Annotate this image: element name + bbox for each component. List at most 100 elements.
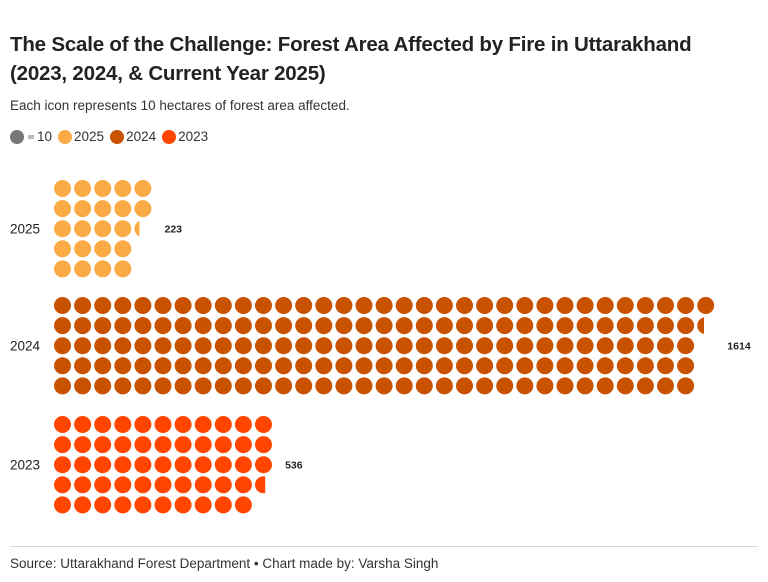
legend-swatch-2024-icon xyxy=(110,129,125,144)
icon-2024 xyxy=(355,377,373,395)
icon-2024 xyxy=(134,297,152,314)
icon-2024 xyxy=(74,317,92,335)
icon-2024 xyxy=(54,377,71,395)
icon-2024 xyxy=(54,357,71,375)
icon-2024 xyxy=(375,317,393,335)
icon-2023 xyxy=(94,456,112,474)
icon-2024 xyxy=(516,357,534,375)
icon-2024 xyxy=(435,357,453,375)
icon-2023 xyxy=(134,416,152,433)
icon-2024 xyxy=(556,357,574,375)
icon-2024 xyxy=(94,297,112,314)
legend-unit-circle-icon xyxy=(10,129,24,144)
icon-2024 xyxy=(214,357,232,375)
icon-2024 xyxy=(154,317,172,335)
icon-2024 xyxy=(335,317,353,335)
icon-2024 xyxy=(275,337,293,355)
icon-2024 xyxy=(234,337,252,355)
icon-2023 xyxy=(114,476,132,494)
icon-2023 xyxy=(94,416,112,433)
icon-2024 xyxy=(335,297,353,314)
icon-2025 xyxy=(54,200,71,218)
icon-2024 xyxy=(476,377,494,395)
icon-2024 xyxy=(496,297,514,314)
icon-2023 xyxy=(74,416,92,433)
icon-2024 xyxy=(435,317,453,335)
icon-2024 xyxy=(636,337,654,355)
icon-2024 xyxy=(335,377,353,395)
icon-2024 xyxy=(194,377,212,395)
icon-2024 xyxy=(576,337,594,355)
icon-2024 xyxy=(677,357,695,375)
legend-swatch-2023-icon xyxy=(162,129,177,144)
icon-2024 xyxy=(456,377,473,395)
icon-2024 xyxy=(596,357,614,375)
partial-icon-2025 xyxy=(134,220,140,237)
icon-2025 xyxy=(114,220,132,238)
icon-2025 xyxy=(54,260,71,278)
icon-2023 xyxy=(214,476,232,494)
icon-2024 xyxy=(496,337,514,355)
icon-2024 xyxy=(355,337,373,355)
icon-2025 xyxy=(54,240,71,258)
icon-2025 xyxy=(114,200,132,218)
icon-2024 xyxy=(616,377,634,395)
icon-2024 xyxy=(74,337,92,355)
icon-2024 xyxy=(255,377,272,395)
icon-2024 xyxy=(134,377,152,395)
icon-2025 xyxy=(94,220,112,238)
icon-2024 xyxy=(476,357,494,375)
icon-2024 xyxy=(415,297,433,314)
icon-2024 xyxy=(295,317,313,335)
icon-2024 xyxy=(214,317,232,335)
icon-2023 xyxy=(194,456,212,474)
partial-icon-2023 xyxy=(255,476,266,494)
legend-item-2024: 2024 xyxy=(110,129,156,144)
icon-2025 xyxy=(114,240,132,258)
icon-2024 xyxy=(456,297,473,314)
icon-2024 xyxy=(596,337,614,355)
icon-2023 xyxy=(134,436,152,454)
icon-2023 xyxy=(74,436,92,454)
icon-2024 xyxy=(355,317,373,335)
icon-2024 xyxy=(234,377,252,395)
icon-2024 xyxy=(134,317,152,335)
icon-2024 xyxy=(636,357,654,375)
icon-2024 xyxy=(315,377,333,395)
icon-2023 xyxy=(174,496,192,514)
icon-2024 xyxy=(214,337,232,355)
icon-2024 xyxy=(275,317,293,335)
icon-2024 xyxy=(536,317,554,335)
icon-2024 xyxy=(154,337,172,355)
icon-2023 xyxy=(214,456,232,474)
icon-2024 xyxy=(415,377,433,395)
group-2025 xyxy=(54,180,152,278)
icon-2023 xyxy=(154,416,172,433)
icon-2024 xyxy=(657,317,674,335)
icon-2023 xyxy=(214,416,232,433)
source-note: Source: Uttarakhand Forest Department • … xyxy=(10,556,439,571)
icon-2024 xyxy=(234,317,252,335)
icon-2024 xyxy=(194,337,212,355)
icon-2023 xyxy=(234,476,252,494)
chart-subtitle: Each icon represents 10 hectares of fore… xyxy=(10,98,350,113)
icon-2024 xyxy=(295,357,313,375)
icon-2024 xyxy=(54,317,71,335)
icon-2023 xyxy=(214,496,232,514)
icon-2023 xyxy=(114,496,132,514)
icon-2024 xyxy=(616,337,634,355)
icon-2025 xyxy=(74,240,92,258)
icon-2023 xyxy=(234,436,252,454)
icon-2024 xyxy=(255,297,272,314)
icon-2024 xyxy=(616,297,634,314)
icon-2023 xyxy=(174,436,192,454)
icon-2024 xyxy=(435,377,453,395)
icon-2024 xyxy=(415,317,433,335)
icon-2024 xyxy=(576,297,594,314)
icon-2024 xyxy=(636,317,654,335)
icon-2024 xyxy=(375,297,393,314)
icon-2024 xyxy=(94,357,112,375)
icon-2024 xyxy=(194,297,212,314)
icon-2024 xyxy=(636,297,654,314)
icon-2023 xyxy=(54,436,71,454)
